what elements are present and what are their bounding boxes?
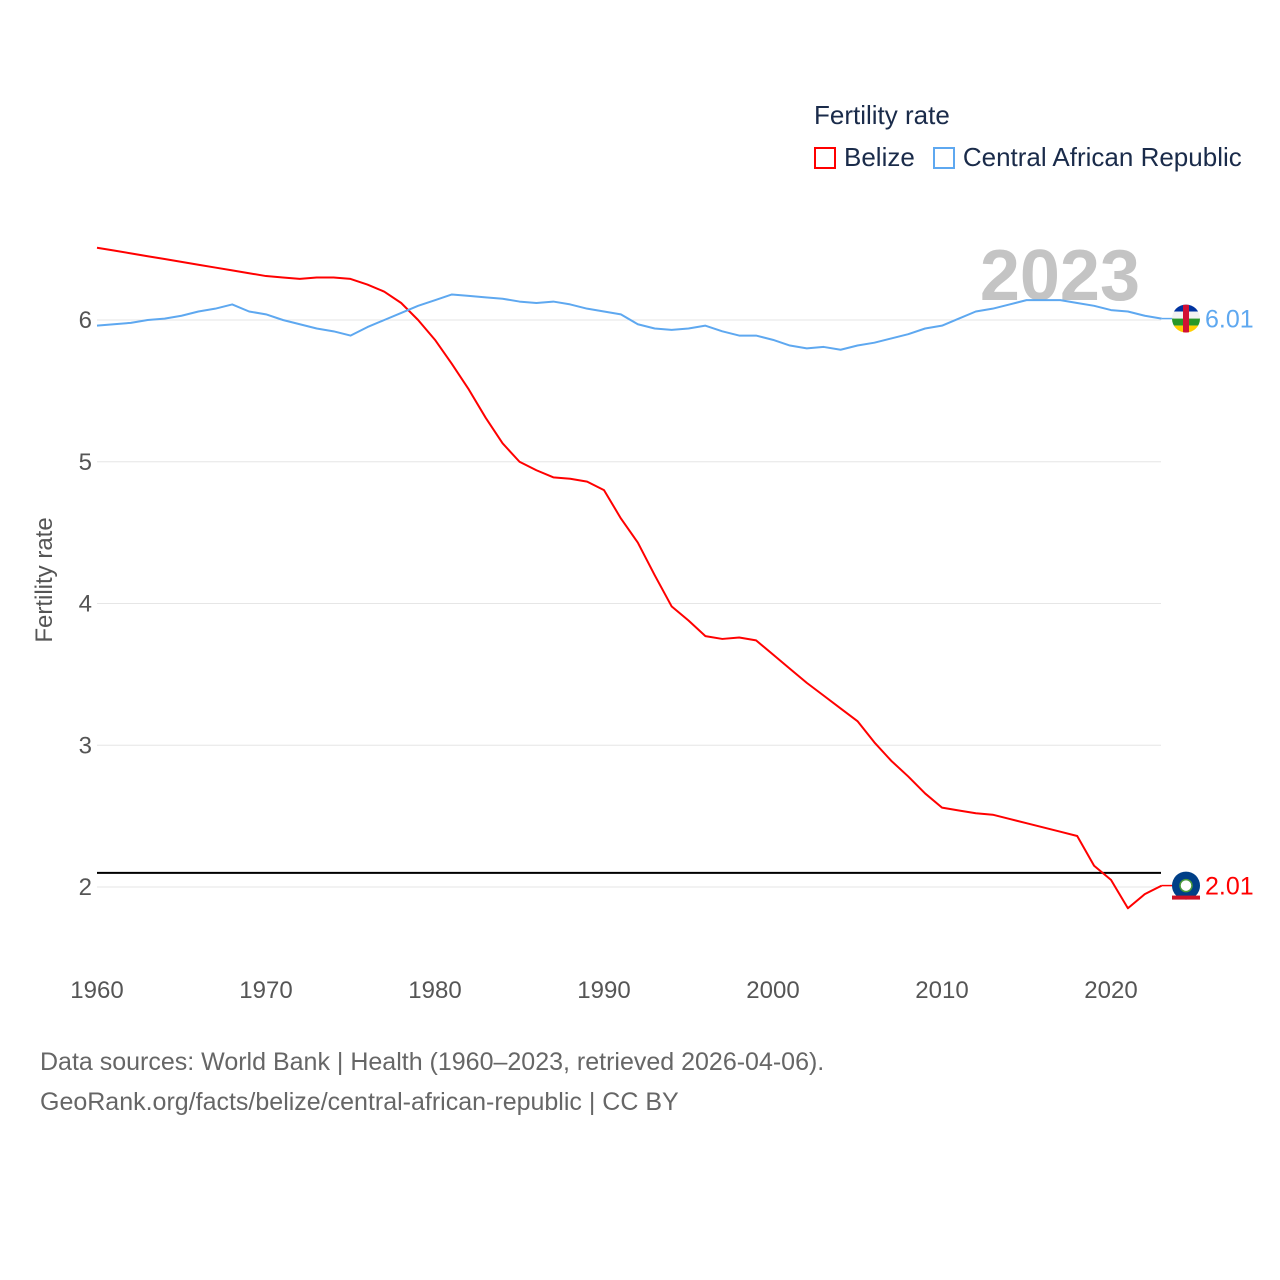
- x-tick-label: 1960: [70, 977, 123, 1004]
- legend-swatch-belize: [814, 146, 836, 169]
- flag-belize-emblem: [1179, 878, 1193, 893]
- legend-swatch-car: [932, 146, 955, 169]
- y-tick-label: 6: [79, 307, 92, 334]
- x-tick-label: 2020: [1084, 977, 1137, 1004]
- end-value-label: 2.01: [1205, 873, 1254, 901]
- flag-belize-stripe: [1172, 895, 1200, 900]
- y-tick-label: 3: [79, 732, 92, 759]
- y-tick-label: 5: [79, 449, 92, 476]
- x-tick-label: 2000: [746, 977, 799, 1004]
- legend-item-belize[interactable]: Belize: [814, 142, 915, 173]
- series-line-1: [96, 293, 1162, 351]
- x-tick-label: 1990: [577, 977, 630, 1004]
- legend-label: Central African Republic: [962, 142, 1242, 172]
- legend-title: Fertility rate: [814, 100, 950, 130]
- data-sources: Data sources: World Bank | Health (1960–…: [40, 1048, 825, 1076]
- y-tick-label: 2: [79, 874, 92, 901]
- series-line-0: [96, 246, 1163, 910]
- year-watermark: 2023: [980, 236, 1140, 316]
- y-axis-title: Fertility rate: [31, 517, 58, 642]
- x-tick-label: 1980: [408, 977, 461, 1004]
- y-tick-label: 4: [79, 591, 92, 618]
- x-tick-label: 2010: [915, 977, 968, 1004]
- footer: Data sources: World Bank | Health (1960–…: [40, 1042, 824, 1122]
- legend-label: Belize: [844, 142, 915, 172]
- source-link[interactable]: GeoRank.org/facts/belize/central-african…: [40, 1088, 679, 1116]
- flag-central-african-republic-icon: [1172, 304, 1200, 333]
- legend: Belize Central African Republic: [814, 142, 1260, 173]
- end-value-label: 6.01: [1205, 306, 1254, 334]
- x-tick-label: 1970: [239, 977, 292, 1004]
- legend-item-car[interactable]: Central African Republic: [932, 142, 1242, 173]
